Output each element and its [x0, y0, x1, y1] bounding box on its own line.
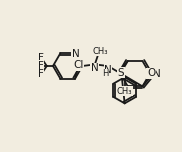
Text: N: N [91, 63, 99, 73]
Text: S: S [117, 67, 124, 78]
Text: F: F [38, 52, 43, 62]
Text: CH₃: CH₃ [92, 47, 108, 56]
Text: O: O [147, 68, 155, 78]
Text: CH₃: CH₃ [117, 86, 132, 96]
Text: N: N [153, 69, 161, 79]
Text: Cl: Cl [73, 60, 84, 70]
Text: H: H [102, 69, 108, 78]
Text: F: F [38, 69, 43, 79]
Text: F: F [38, 61, 43, 71]
Text: N: N [72, 49, 80, 59]
Text: N: N [104, 65, 112, 75]
